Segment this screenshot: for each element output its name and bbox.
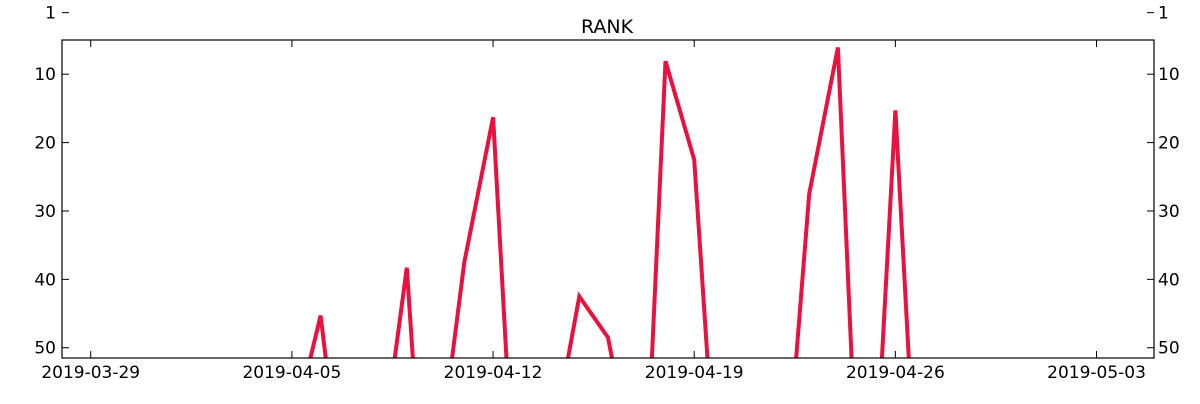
- rank-line-segment: [308, 315, 328, 358]
- rank-line-segment: [392, 267, 415, 358]
- y-tick-label-right: 10: [1158, 65, 1180, 85]
- y-tick-label-right: 1: [1158, 4, 1169, 24]
- y-axis-right: 1 10 20 30 40 50: [1147, 4, 1180, 359]
- y-tick-label-left: 10: [34, 65, 56, 85]
- rank-line-segment: [565, 291, 614, 358]
- x-tick-label: 2019-04-26: [846, 363, 945, 383]
- rank-line-segment: [794, 47, 854, 358]
- rank-line-segment: [450, 116, 509, 358]
- plot-frame: [61, 39, 1155, 359]
- x-tick-label: 2019-03-29: [41, 363, 140, 383]
- rank-line-segment: [879, 110, 911, 358]
- x-tick-label: 2019-04-19: [645, 363, 744, 383]
- rank-line-segment: [649, 60, 710, 358]
- y-tick-label-right: 50: [1158, 339, 1180, 359]
- y-tick-label-right: 20: [1158, 134, 1180, 154]
- series-layer: [308, 47, 911, 358]
- chart-title: RANK: [581, 16, 634, 38]
- y-tick-label-right: 30: [1158, 202, 1180, 222]
- x-axis: 2019-03-29 2019-04-05 2019-04-12 2019-04-19…: [41, 40, 1146, 383]
- y-tick-label-left: 1: [45, 4, 56, 24]
- y-tick-label-left: 50: [34, 339, 56, 359]
- y-tick-label-left: 30: [34, 202, 56, 222]
- y-tick-label-right: 40: [1158, 270, 1180, 290]
- x-tick-label: 2019-04-05: [242, 363, 341, 383]
- x-tick-label: 2019-04-12: [444, 363, 543, 383]
- y-tick-label-left: 20: [34, 134, 56, 154]
- x-tick-label: 2019-05-03: [1047, 363, 1146, 383]
- y-tick-label-left: 40: [34, 270, 56, 290]
- y-axis-left: 1 10 20 30 40 50: [34, 4, 69, 359]
